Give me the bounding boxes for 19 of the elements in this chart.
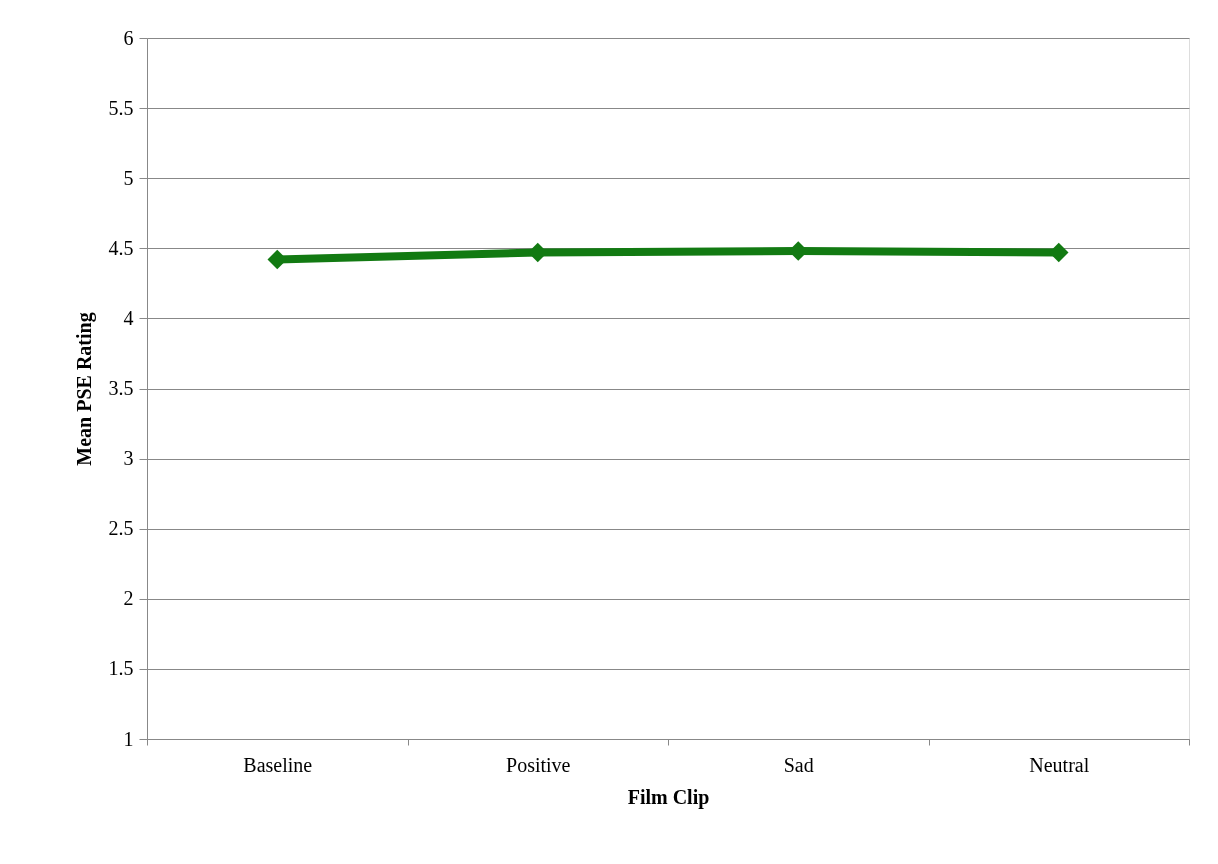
y-tick-label: 4.5 bbox=[108, 236, 134, 259]
y-tick-label: 1.5 bbox=[108, 657, 134, 680]
y-tick-label: 5.5 bbox=[108, 96, 134, 119]
y-tick-label: 5 bbox=[123, 166, 134, 189]
y-tick-label: 3.5 bbox=[108, 377, 134, 399]
y-tick-label: 1 bbox=[123, 727, 134, 750]
y-tick-label: 2.5 bbox=[108, 517, 134, 540]
y-tick-label: 2 bbox=[123, 587, 134, 610]
x-axis-title: Film Clip bbox=[627, 785, 710, 809]
point bbox=[1049, 242, 1069, 263]
y-tick-label: 4 bbox=[123, 306, 134, 329]
x-tick-label: Baseline bbox=[243, 753, 313, 776]
y-tick-label: 3 bbox=[123, 447, 134, 470]
y-tick-label: 6 bbox=[123, 26, 134, 49]
x-tick-label: Neutral bbox=[1029, 753, 1090, 776]
x-tick-label: Sad bbox=[783, 753, 814, 776]
point bbox=[267, 249, 287, 270]
x-tick-label: Positive bbox=[506, 753, 571, 776]
y-axis-title: Mean PSE Rating bbox=[72, 312, 96, 466]
